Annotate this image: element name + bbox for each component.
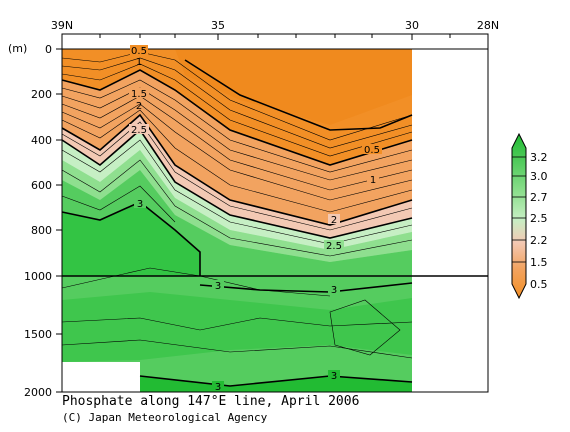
contour-label-3-mid: 3 <box>215 281 221 292</box>
y-tick-800: 800 <box>31 224 52 237</box>
contour-label-1-right: 1 <box>370 175 376 186</box>
lower-deep-band <box>62 292 412 362</box>
y-tick-0: 0 <box>45 43 52 56</box>
contour-label-2-5-top: 2.5 <box>131 125 147 136</box>
plot-frame <box>61 33 489 393</box>
contour-label-3-deep-right: 3 <box>331 371 337 382</box>
colorbar-label-0-5: 0.5 <box>530 278 548 291</box>
y-unit-label: (m) <box>8 42 27 55</box>
contour-label-2-top: 2 <box>136 101 142 112</box>
chart-title: Phosphate along 147°E line, April 2006 <box>62 394 360 409</box>
y-tick-1500: 1500 <box>24 328 52 341</box>
colorbar-label-2-7: 2.7 <box>530 191 548 204</box>
band-mid-green <box>62 170 412 276</box>
y-tick-200: 200 <box>31 88 52 101</box>
upper-panel-fill <box>62 49 412 276</box>
no-data-corner <box>62 362 140 392</box>
band-orange-top <box>175 49 412 125</box>
colorbar-body <box>511 132 527 300</box>
x-tick-35: 35 <box>211 19 225 32</box>
band-pale-green <box>62 130 412 250</box>
x-tick-30: 30 <box>405 19 419 32</box>
colorbar-label-3-2: 3.2 <box>530 151 548 164</box>
x-tick-39n: 39N <box>51 19 73 32</box>
contour-label-1-5: 1.5 <box>131 89 147 100</box>
contour-label-0-5-top: 0.5 <box>131 46 147 57</box>
contour-label-1-top: 1 <box>136 57 142 68</box>
y-tick-400: 400 <box>31 134 52 147</box>
colorbar-label-2-5: 2.5 <box>530 212 548 225</box>
y-tick-600: 600 <box>31 179 52 192</box>
contour-label-3-left: 3 <box>137 199 143 210</box>
lower-panel-fill <box>62 276 412 392</box>
contour-label-3-deep-mid: 3 <box>215 382 221 393</box>
contour-label-3-right: 3 <box>331 285 337 296</box>
colorbar-label-1-5: 1.5 <box>530 256 548 269</box>
copyright-credit: (C) Japan Meteorological Agency <box>62 411 268 424</box>
colorbar: 3.2 3.0 2.7 2.5 2.2 1.5 0.5 <box>511 132 548 300</box>
band-orange-mid <box>62 70 412 225</box>
band-light-green <box>62 150 412 262</box>
y-tick-2000: 2000 <box>24 386 52 399</box>
contour-label-2-5-bottom: 2.5 <box>326 241 342 252</box>
x-tick-28n: 28N <box>477 19 499 32</box>
contour-label-2-bottom: 2 <box>331 215 337 226</box>
band-deep-green <box>62 202 200 276</box>
contour-label-group: 0.5 1 1.5 2 2.5 0.5 1 2 2.5 3 3 3 3 3 <box>129 45 382 393</box>
colorbar-label-3-0: 3.0 <box>530 170 548 183</box>
lower-bottom-band <box>140 376 412 392</box>
contour-lines <box>61 51 413 387</box>
y-tick-1000: 1000 <box>24 270 52 283</box>
band-salmon <box>62 115 412 238</box>
y-ticks <box>56 48 62 393</box>
x-ticks <box>61 34 489 40</box>
contour-label-0-5-right: 0.5 <box>364 145 380 156</box>
colorbar-label-2-2: 2.2 <box>530 234 548 247</box>
